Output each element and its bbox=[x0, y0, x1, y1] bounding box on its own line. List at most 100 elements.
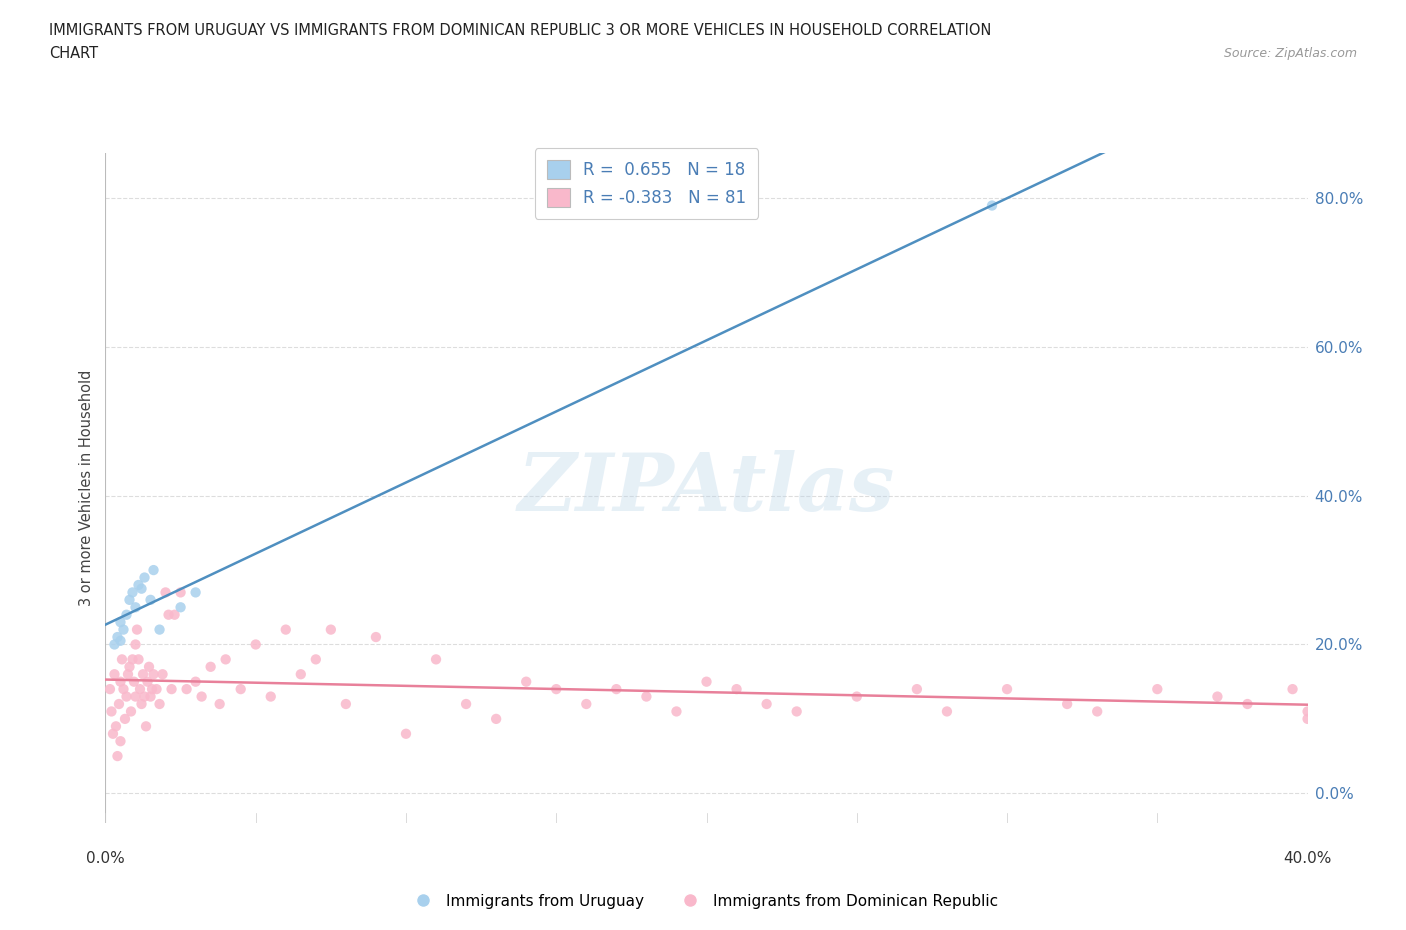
Point bbox=[100, 704, 122, 719]
Y-axis label: 3 or more Vehicles in Household: 3 or more Vehicles in Household bbox=[79, 370, 94, 606]
Point bbox=[101, 726, 124, 741]
Point bbox=[135, 719, 157, 734]
Point bbox=[755, 697, 778, 711]
Point bbox=[214, 652, 236, 667]
Point bbox=[128, 652, 150, 667]
Point bbox=[131, 697, 153, 711]
Point bbox=[725, 682, 748, 697]
Point bbox=[118, 592, 141, 607]
Point bbox=[190, 689, 212, 704]
Point bbox=[176, 682, 198, 697]
Text: Source: ZipAtlas.com: Source: ZipAtlas.com bbox=[1223, 46, 1357, 60]
Point bbox=[845, 689, 868, 704]
Point bbox=[134, 689, 156, 704]
Point bbox=[134, 570, 156, 585]
Point bbox=[936, 704, 959, 719]
Text: 0.0%: 0.0% bbox=[86, 851, 125, 866]
Point bbox=[260, 689, 283, 704]
Point bbox=[1236, 697, 1258, 711]
Point bbox=[605, 682, 627, 697]
Point bbox=[1296, 711, 1319, 726]
Point bbox=[200, 659, 222, 674]
Point bbox=[305, 652, 328, 667]
Point bbox=[229, 682, 252, 697]
Point bbox=[456, 697, 478, 711]
Point bbox=[515, 674, 537, 689]
Point bbox=[121, 585, 143, 600]
Point bbox=[905, 682, 928, 697]
Point bbox=[245, 637, 267, 652]
Point bbox=[184, 585, 207, 600]
Point bbox=[107, 630, 129, 644]
Point bbox=[141, 682, 163, 697]
Point bbox=[124, 637, 146, 652]
Point bbox=[110, 734, 132, 749]
Point bbox=[103, 637, 125, 652]
Point bbox=[110, 633, 132, 648]
Point bbox=[152, 667, 174, 682]
Point bbox=[110, 615, 132, 630]
Point bbox=[139, 689, 162, 704]
Point bbox=[395, 726, 418, 741]
Point bbox=[142, 667, 165, 682]
Point bbox=[274, 622, 297, 637]
Point bbox=[155, 585, 177, 600]
Point bbox=[115, 689, 138, 704]
Point bbox=[1206, 689, 1229, 704]
Point bbox=[184, 674, 207, 689]
Point bbox=[110, 674, 132, 689]
Point bbox=[139, 592, 162, 607]
Point bbox=[148, 622, 170, 637]
Point bbox=[124, 689, 146, 704]
Point bbox=[425, 652, 447, 667]
Point bbox=[121, 652, 143, 667]
Point bbox=[665, 704, 688, 719]
Point bbox=[104, 719, 127, 734]
Point bbox=[485, 711, 508, 726]
Point bbox=[115, 607, 138, 622]
Point bbox=[112, 682, 135, 697]
Point bbox=[1146, 682, 1168, 697]
Point bbox=[131, 581, 153, 596]
Point bbox=[132, 667, 155, 682]
Point bbox=[575, 697, 598, 711]
Point bbox=[98, 682, 121, 697]
Point bbox=[145, 682, 167, 697]
Point bbox=[981, 198, 1004, 213]
Point bbox=[1281, 682, 1303, 697]
Point bbox=[995, 682, 1018, 697]
Point bbox=[636, 689, 658, 704]
Point bbox=[125, 622, 148, 637]
Point bbox=[107, 749, 129, 764]
Point bbox=[103, 667, 125, 682]
Point bbox=[112, 622, 135, 637]
Legend: Immigrants from Uruguay, Immigrants from Dominican Republic: Immigrants from Uruguay, Immigrants from… bbox=[402, 888, 1004, 915]
Point bbox=[169, 585, 191, 600]
Text: 40.0%: 40.0% bbox=[1284, 851, 1331, 866]
Point bbox=[1056, 697, 1078, 711]
Point bbox=[160, 682, 183, 697]
Point bbox=[117, 667, 139, 682]
Point bbox=[335, 697, 357, 711]
Point bbox=[138, 659, 160, 674]
Point bbox=[118, 659, 141, 674]
Point bbox=[142, 563, 165, 578]
Point bbox=[696, 674, 718, 689]
Text: IMMIGRANTS FROM URUGUAY VS IMMIGRANTS FROM DOMINICAN REPUBLIC 3 OR MORE VEHICLES: IMMIGRANTS FROM URUGUAY VS IMMIGRANTS FR… bbox=[49, 23, 991, 38]
Point bbox=[163, 607, 186, 622]
Point bbox=[128, 578, 150, 592]
Point bbox=[786, 704, 808, 719]
Point bbox=[546, 682, 568, 697]
Point bbox=[122, 674, 145, 689]
Point bbox=[1296, 704, 1319, 719]
Text: ZIPAtlas: ZIPAtlas bbox=[517, 449, 896, 527]
Point bbox=[108, 697, 131, 711]
Point bbox=[136, 674, 159, 689]
Point bbox=[319, 622, 342, 637]
Point bbox=[120, 704, 142, 719]
Point bbox=[129, 682, 152, 697]
Text: CHART: CHART bbox=[49, 46, 98, 61]
Point bbox=[208, 697, 231, 711]
Point bbox=[169, 600, 191, 615]
Legend: R =  0.655   N = 18, R = -0.383   N = 81: R = 0.655 N = 18, R = -0.383 N = 81 bbox=[534, 149, 758, 219]
